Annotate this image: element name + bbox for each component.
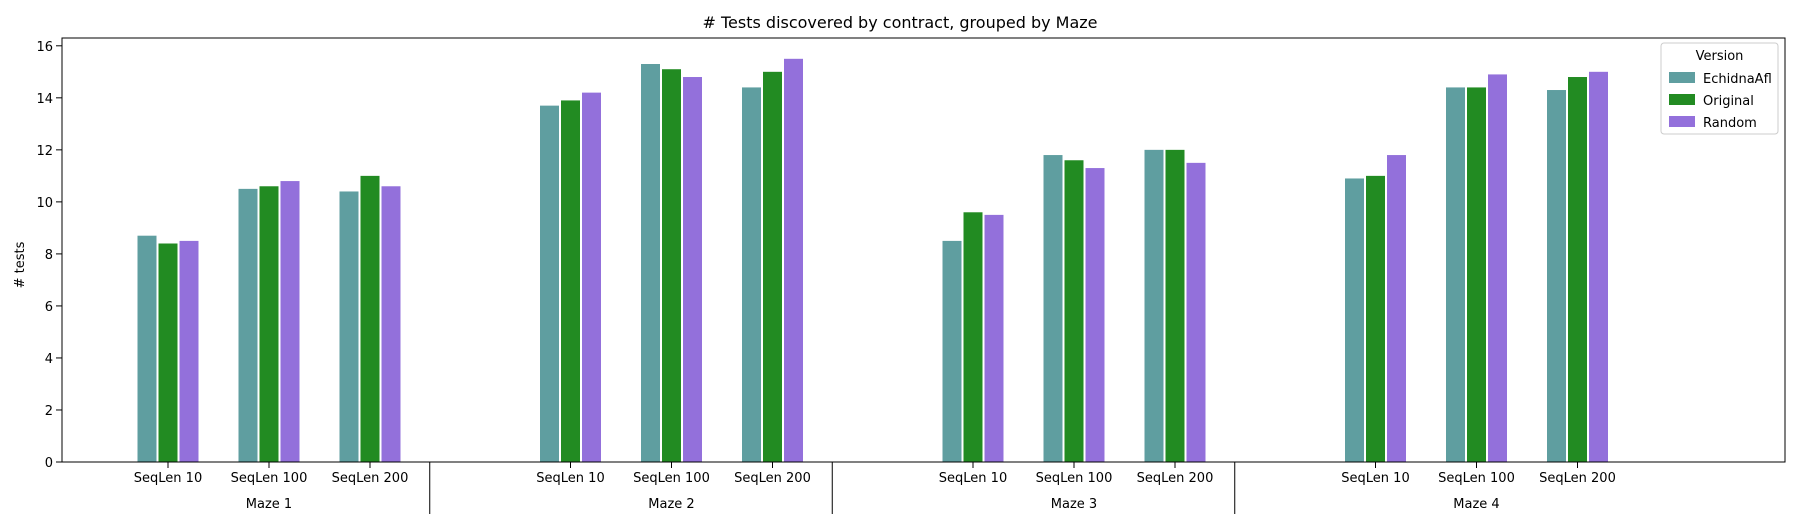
legend: Version EchidnaAfl Original Random <box>1660 42 1779 135</box>
legend-entry: Random <box>1703 116 1757 131</box>
group-label: Maze 2 <box>648 497 694 512</box>
y-tick-label: 4 <box>45 352 53 367</box>
bar <box>1085 168 1105 463</box>
bar <box>582 92 601 463</box>
group-label: Maze 3 <box>1051 497 1097 512</box>
legend-title: Version <box>1696 49 1744 64</box>
bar <box>259 186 279 462</box>
y-tick-label: 8 <box>45 248 53 263</box>
legend-entry: Original <box>1703 94 1754 109</box>
group-label: Maze 1 <box>246 497 292 512</box>
y-tick-label: 14 <box>36 92 53 107</box>
group-label: Maze 4 <box>1453 497 1499 512</box>
x-tick-label: SeqLen 100 <box>1036 471 1113 486</box>
bar <box>641 64 660 462</box>
bar <box>1589 71 1608 462</box>
y-tick-label: 10 <box>36 196 53 211</box>
bar <box>784 58 803 462</box>
bar <box>1043 155 1063 462</box>
bar <box>683 77 702 462</box>
legend-entry: EchidnaAfl <box>1703 72 1772 87</box>
bar <box>1186 162 1206 463</box>
bar <box>1387 155 1406 462</box>
chart-title: # Tests discovered by contract, grouped … <box>702 13 1097 32</box>
plot-frame <box>61 37 1786 463</box>
bar <box>763 71 782 462</box>
x-tick-label: SeqLen 10 <box>536 471 604 486</box>
bar <box>381 186 401 462</box>
y-tick-label: 6 <box>45 300 53 315</box>
x-tick-label: SeqLen 100 <box>1438 471 1515 486</box>
bar <box>561 100 580 463</box>
y-axis-label: # tests <box>13 241 28 288</box>
bar <box>540 105 559 463</box>
bar <box>1446 87 1465 462</box>
x-tick-label: SeqLen 200 <box>1137 471 1214 486</box>
y-tick-label: 0 <box>45 456 53 471</box>
bar <box>1345 178 1364 463</box>
y-tick-label: 2 <box>45 404 53 419</box>
bar <box>1366 175 1385 462</box>
legend-box <box>1660 42 1779 135</box>
y-tick-label: 16 <box>36 40 53 55</box>
x-tick-label: SeqLen 100 <box>231 471 308 486</box>
y-tick-label: 12 <box>36 144 53 159</box>
bar <box>280 181 300 462</box>
x-tick-label: SeqLen 10 <box>134 471 202 486</box>
bar <box>158 243 178 462</box>
bar <box>339 191 359 462</box>
bar <box>360 175 380 462</box>
bar <box>942 240 962 462</box>
plot-area: 0 2 4 6 8 10 12 14 16 SeqLen 10 SeqLen 100 SeqLen 2… <box>36 37 1786 514</box>
bar <box>1064 160 1084 462</box>
bar <box>742 87 761 462</box>
legend-swatch <box>1669 72 1695 83</box>
bar <box>179 240 199 462</box>
bar <box>984 214 1004 462</box>
bar <box>1165 149 1185 462</box>
x-tick-label: SeqLen 10 <box>1341 471 1409 486</box>
bar <box>1488 74 1507 462</box>
bar <box>1467 87 1486 462</box>
bar <box>963 212 983 462</box>
x-tick-label: SeqLen 200 <box>332 471 409 486</box>
x-tick-label: SeqLen 10 <box>939 471 1007 486</box>
legend-swatch <box>1669 94 1695 105</box>
x-tick-label: SeqLen 200 <box>734 471 811 486</box>
bar <box>1547 90 1566 462</box>
bar <box>238 188 258 463</box>
bar <box>137 235 157 462</box>
x-tick-label: SeqLen 200 <box>1539 471 1616 486</box>
x-tick-label: SeqLen 100 <box>633 471 710 486</box>
bar <box>662 69 681 462</box>
bar <box>1144 149 1164 462</box>
legend-swatch <box>1669 116 1695 127</box>
bar <box>1568 77 1587 462</box>
